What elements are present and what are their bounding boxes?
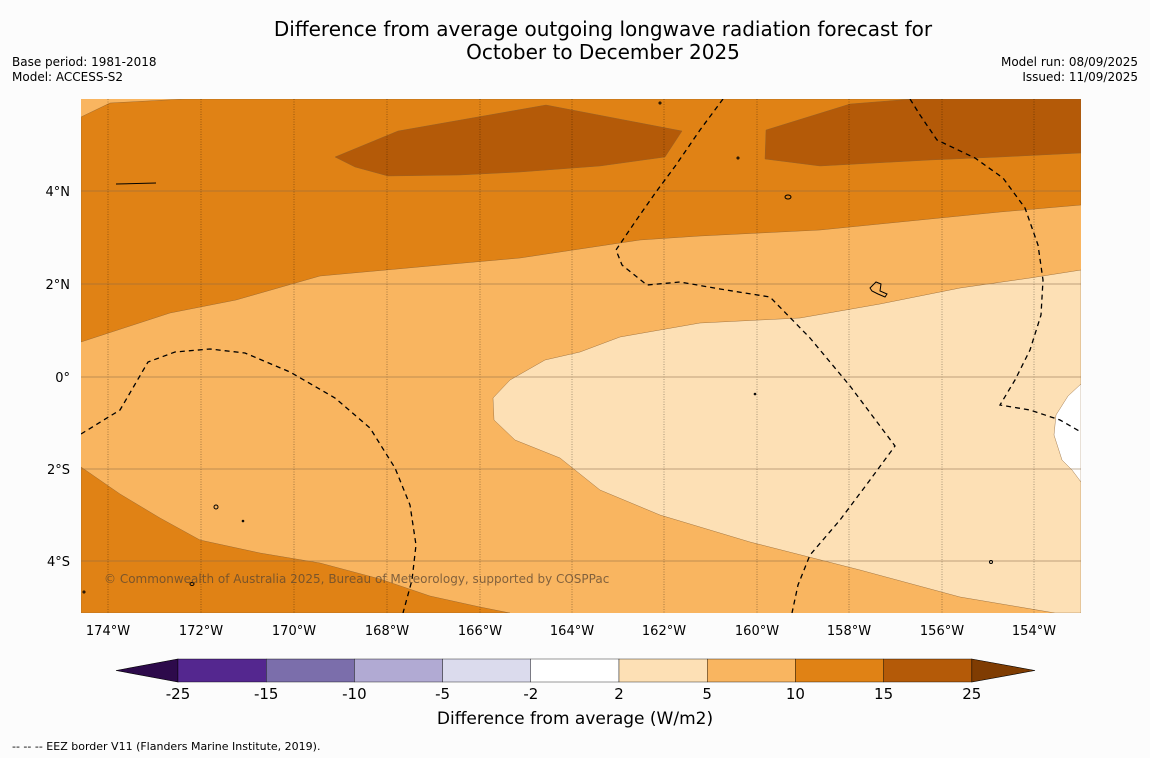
island-6 [658, 101, 662, 105]
lon-tick-label: 160°W [735, 624, 779, 639]
colorbar-title: Difference from average (W/m2) [436, 709, 714, 729]
island-7 [736, 156, 740, 160]
lat-tick-label: 4°S [47, 555, 70, 570]
colorbar-tick-label: -2 [523, 685, 538, 703]
longitude-labels: 174°W 172°W 170°W 168°W 166°W 164°W 162°W 160°W… [86, 624, 1056, 639]
eez-border-3 [909, 99, 1081, 433]
lon-tick-label: 156°W [920, 624, 964, 639]
colorbar-high-extend [971, 658, 1036, 683]
lat-tick-label: 2°S [47, 463, 70, 478]
eez-border-1 [81, 348, 417, 613]
base-period-label: Base period: 1981-2018 [12, 55, 157, 69]
lon-tick-label: 168°W [365, 624, 409, 639]
lon-tick-label: 154°W [1012, 624, 1056, 639]
region-2-to-5 [492, 269, 1081, 613]
eez-borders [81, 99, 1081, 613]
colorbar-low-extend [115, 658, 179, 683]
meta-left: Base period: 1981-2018 Model: ACCESS-S2 [12, 55, 157, 85]
island-4 [213, 504, 219, 510]
colorbar-tick-label: -15 [254, 685, 279, 703]
island-2 [784, 194, 792, 200]
colorbar-tick-label: 15 [874, 685, 893, 703]
colorbar-tick-label: -25 [166, 685, 191, 703]
region-15-to-25-east [764, 99, 1081, 167]
island-10 [82, 590, 86, 594]
copyright-notice: © Commonwealth of Australia 2025, Bureau… [104, 572, 610, 586]
latitude-labels: 4°N 2°N 0° 2°S 4°S [46, 185, 71, 570]
region-10-to-15-south [81, 466, 511, 613]
colorbar-swatch [530, 658, 620, 683]
lon-tick-label: 164°W [550, 624, 594, 639]
colorbar-tick-label: 2 [614, 685, 624, 703]
map-area[interactable] [81, 99, 1081, 613]
issued-label: Issued: 11/09/2025 [1022, 70, 1138, 84]
graticule [81, 99, 1081, 613]
title-line-2: October to December 2025 [466, 40, 740, 64]
colorbar-swatch [266, 658, 355, 683]
colorbar-tick-label: 5 [702, 685, 712, 703]
colorbar-swatch [883, 658, 972, 683]
colorbar-swatch [707, 658, 796, 683]
island-11 [753, 392, 757, 396]
colorbar-swatch [618, 658, 708, 683]
lon-tick-label: 166°W [458, 624, 502, 639]
island-8 [241, 519, 245, 523]
islands [82, 101, 993, 594]
colorbar-swatch [177, 658, 267, 683]
map-title: Difference from average outgoing longwav… [0, 18, 1150, 64]
lon-tick-label: 170°W [272, 624, 316, 639]
eez-border-2 [615, 99, 896, 613]
island-1 [115, 182, 157, 185]
lon-tick-label: 162°W [642, 624, 686, 639]
model-run-label: Model run: 08/09/2025 [1000, 55, 1138, 69]
colorbar-tick-label: -5 [435, 685, 450, 703]
island-3 [869, 281, 888, 298]
lat-tick-label: 0° [55, 371, 70, 386]
lat-tick-label: 4°N [46, 185, 71, 200]
lon-tick-label: 158°W [827, 624, 871, 639]
colorbar-swatch [442, 658, 532, 683]
colorbar-tick-label: 10 [786, 685, 805, 703]
island-5 [189, 582, 195, 586]
colorbar-swatch [795, 658, 884, 683]
lon-tick-label: 172°W [179, 624, 223, 639]
title-line-1: Difference from average outgoing longwav… [273, 17, 933, 41]
lat-tick-label: 2°N [46, 278, 71, 293]
lon-tick-label: 174°W [86, 624, 130, 639]
eez-footnote: -- -- -- EEZ border V11 (Flanders Marine… [12, 740, 321, 753]
island-9 [989, 560, 993, 564]
colorbar-tick-label: 25 [962, 685, 981, 703]
model-label: Model: ACCESS-S2 [12, 70, 124, 84]
colorbar: -25 -15 -10 -5 -2 2 5 10 15 25 [115, 658, 1036, 703]
meta-right: Model run: 08/09/2025 Issued: 11/09/2025 [1001, 55, 1138, 85]
region-minus2-to-2 [1053, 383, 1081, 483]
region-15-to-25-west [334, 104, 683, 177]
colorbar-swatch [354, 658, 443, 683]
colorbar-tick-label: -10 [342, 685, 367, 703]
